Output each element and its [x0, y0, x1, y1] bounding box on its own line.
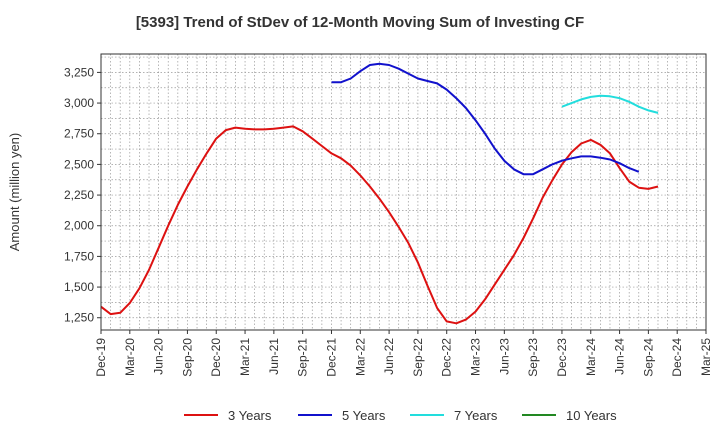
x-tick-label: Sep-23 — [526, 338, 540, 377]
y-axis-label: Amount (million yen) — [7, 133, 22, 252]
x-tick-label: Mar-22 — [353, 338, 367, 376]
x-tick-label: Sep-20 — [180, 338, 194, 377]
legend-swatch-10-years — [522, 414, 556, 416]
legend-item-5-years: 5 Years — [298, 405, 385, 425]
legend-label-3-years: 3 Years — [228, 407, 272, 423]
x-tick-label: Mar-20 — [123, 338, 137, 376]
y-tick-label: 1,750 — [64, 249, 94, 263]
legend-swatch-5-years — [298, 414, 332, 416]
y-tick-label: 3,000 — [64, 96, 94, 110]
x-tick-label: Jun-22 — [382, 338, 396, 375]
x-tick-label: Mar-24 — [584, 338, 598, 376]
y-tick-label: 2,250 — [64, 188, 94, 202]
legend-swatch-3-years — [184, 414, 218, 416]
series-line-5-years — [331, 62, 640, 176]
x-tick-label: Dec-24 — [670, 338, 684, 377]
x-tick-label: Jun-20 — [152, 338, 166, 375]
y-tick-label: 1,500 — [64, 280, 94, 294]
grid-lines — [100, 54, 707, 330]
series-line-7-years — [561, 94, 659, 114]
x-tick-label: Jun-23 — [497, 338, 511, 375]
x-tick-label: Sep-24 — [641, 338, 655, 377]
legend-label-10-years: 10 Years — [566, 407, 617, 423]
x-tick-label: Sep-21 — [296, 338, 310, 377]
x-tick-label: Dec-20 — [209, 338, 223, 377]
x-tick-label: Jun-21 — [267, 338, 281, 375]
y-tick-label: 1,250 — [64, 311, 94, 325]
x-tick-label: Dec-23 — [555, 338, 569, 377]
legend-item-7-years: 7 Years — [410, 405, 497, 425]
y-tick-label: 2,000 — [64, 219, 94, 233]
x-tick-label: Dec-19 — [94, 338, 108, 377]
x-tick-label: Mar-25 — [699, 338, 713, 376]
x-tick-label: Jun-24 — [613, 338, 627, 375]
legend-item-10-years: 10 Years — [522, 405, 617, 425]
chart-title: [5393] Trend of StDev of 12-Month Moving… — [135, 14, 585, 31]
x-tick-label: Mar-23 — [469, 338, 483, 376]
legend-label-5-years: 5 Years — [342, 407, 386, 423]
y-tick-label: 2,750 — [64, 127, 94, 141]
x-tick-label: Mar-21 — [238, 338, 252, 376]
plot-border — [100, 53, 707, 331]
x-axis: Dec-19 Mar-20 Jun-20 Sep-20 Dec-20 Mar-21 Jun-… — [94, 330, 713, 377]
y-tick-label: 2,500 — [64, 157, 94, 171]
x-tick-label: Sep-22 — [411, 338, 425, 377]
y-axis: 1,250 1,500 1,750 2,000 2,250 2,500 2,750 3,000… — [64, 65, 101, 325]
y-tick-label: 3,250 — [64, 65, 94, 79]
series-lines — [100, 62, 659, 325]
legend-label-7-years: 7 Years — [454, 407, 498, 423]
x-tick-label: Dec-22 — [440, 338, 454, 377]
legend-swatch-7-years — [410, 414, 444, 416]
legend: 3 Years 5 Years 7 Years 10 Years — [0, 405, 720, 427]
x-tick-label: Dec-21 — [324, 338, 338, 377]
legend-item-3-years: 3 Years — [184, 405, 271, 425]
